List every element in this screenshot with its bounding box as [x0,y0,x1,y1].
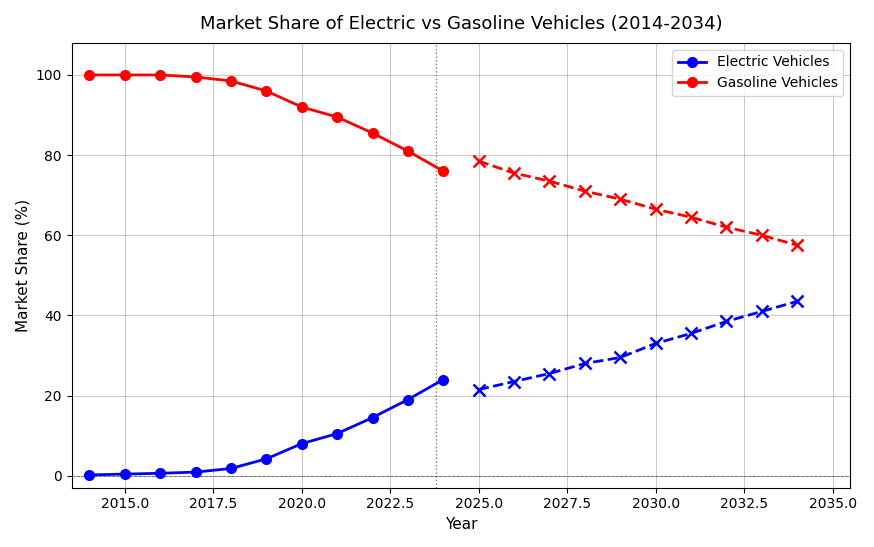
X-axis label: Year: Year [445,517,477,532]
Gasoline Vehicles [84,72,94,78]
Legend: Electric Vehicles, Gasoline Vehicles: Electric Vehicles, Gasoline Vehicles [672,50,843,96]
Gasoline Vehicles [261,88,272,94]
Electric Vehicles [191,469,201,475]
Gasoline Vehicles [438,168,448,174]
Y-axis label: Market Share (%): Market Share (%) [15,199,30,332]
Gasoline Vehicles [296,104,307,110]
Gasoline Vehicles [403,148,413,154]
Gasoline Vehicles [225,78,236,84]
Electric Vehicles [403,396,413,403]
Electric Vehicles [296,440,307,447]
Electric Vehicles [84,472,94,478]
Electric Vehicles [261,456,272,462]
Electric Vehicles [332,430,343,437]
Title: Market Share of Electric vs Gasoline Vehicles (2014-2034): Market Share of Electric vs Gasoline Veh… [199,15,722,33]
Electric Vehicles [438,376,448,383]
Electric Vehicles [120,471,130,478]
Line: Gasoline Vehicles: Gasoline Vehicles [85,70,448,176]
Electric Vehicles [367,414,378,421]
Gasoline Vehicles [332,114,343,120]
Gasoline Vehicles [120,72,130,78]
Electric Vehicles [225,465,236,472]
Line: Electric Vehicles: Electric Vehicles [85,375,448,480]
Gasoline Vehicles [367,130,378,136]
Gasoline Vehicles [191,74,201,80]
Gasoline Vehicles [155,72,165,78]
Electric Vehicles [155,470,165,476]
